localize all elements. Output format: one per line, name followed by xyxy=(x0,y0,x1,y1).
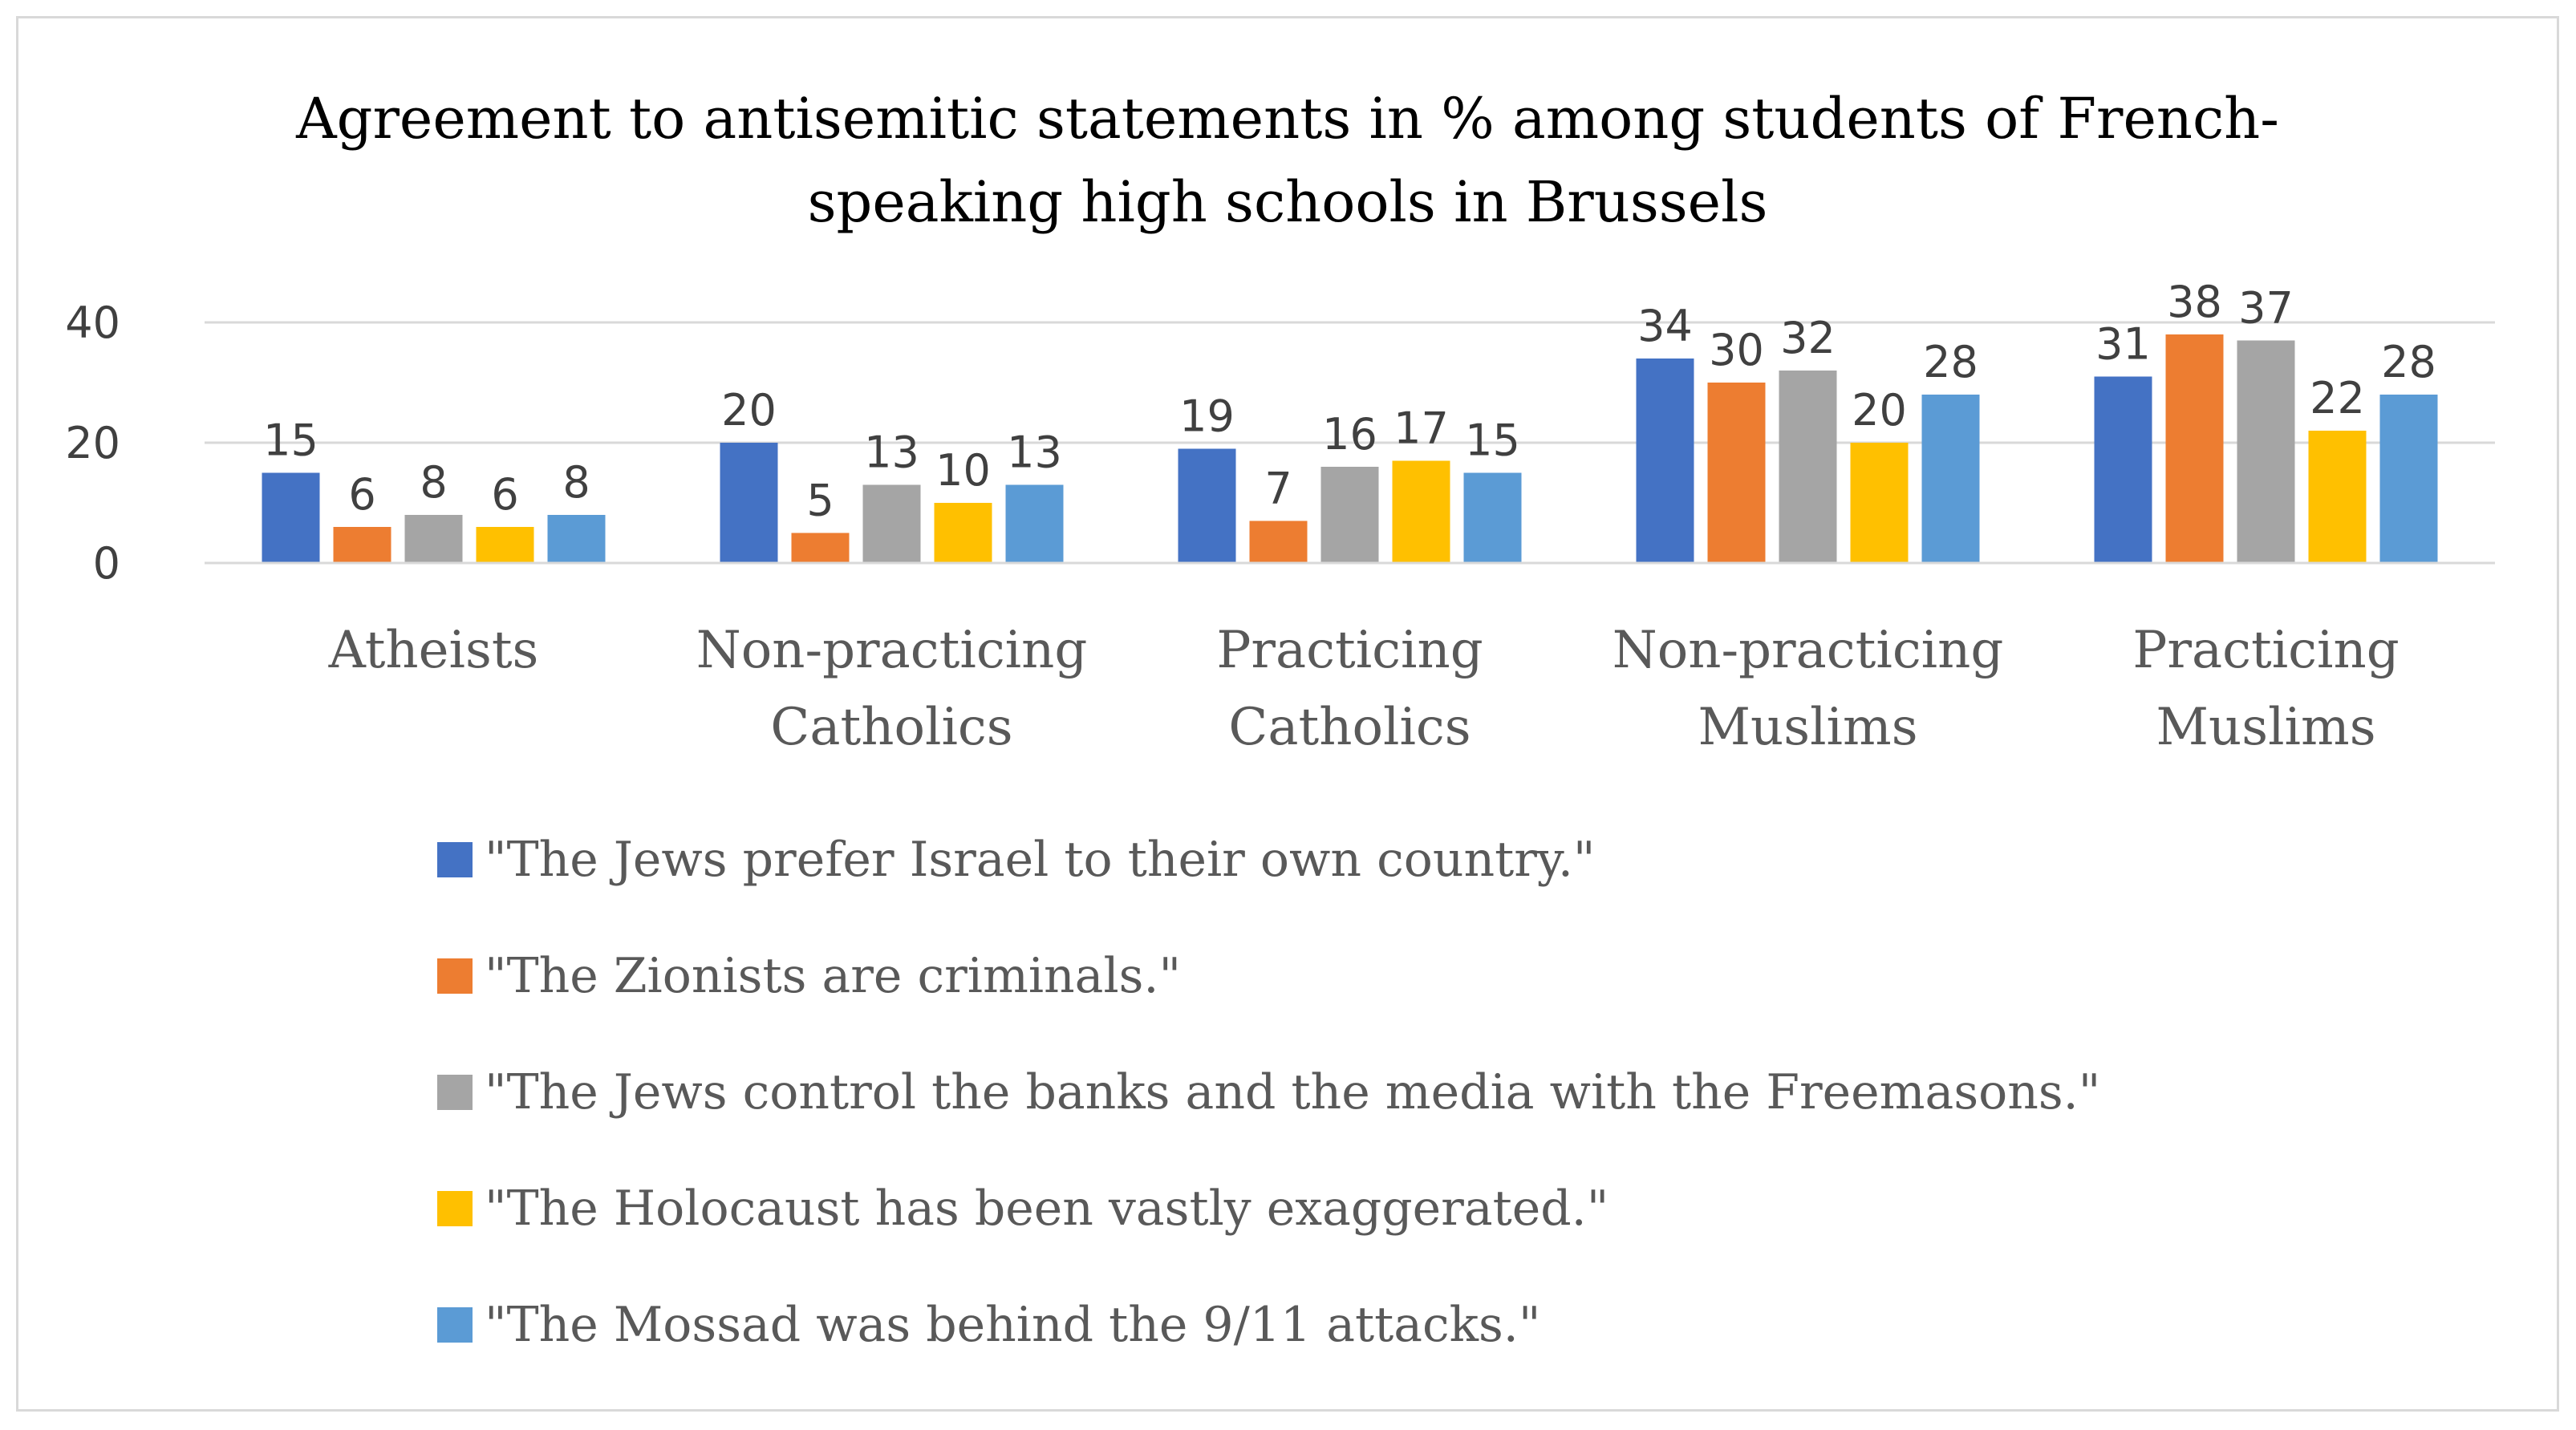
data-label: 13 xyxy=(864,427,919,478)
category-label: Muslims xyxy=(1698,698,1917,757)
bar xyxy=(404,515,463,563)
legend-swatch xyxy=(437,1307,473,1343)
category-label: Non-practicing xyxy=(696,621,1088,680)
category-label: Muslims xyxy=(2156,698,2375,757)
y-axis-ticks: 0 20 40 xyxy=(65,298,120,589)
data-label: 20 xyxy=(1852,385,1907,435)
legend: "The Jews prefer Israel to their own cou… xyxy=(437,832,2100,1353)
bar xyxy=(476,527,534,563)
bar xyxy=(2308,431,2367,563)
y-tick-label: 20 xyxy=(65,418,120,468)
category-label: Catholics xyxy=(1228,698,1471,757)
bar xyxy=(1850,443,1909,563)
bar xyxy=(1707,383,1766,563)
chart-title-line-1: Agreement to antisemitic statements in %… xyxy=(295,86,2279,152)
category-label: Non-practicing xyxy=(1613,621,2004,680)
data-label: 19 xyxy=(1179,391,1235,442)
legend-label: "The Jews control the banks and the medi… xyxy=(485,1064,2100,1120)
data-label: 30 xyxy=(1709,325,1764,375)
y-tick-label: 40 xyxy=(65,298,120,348)
y-tick-label: 0 xyxy=(93,538,120,589)
bar xyxy=(547,515,606,563)
data-label: 17 xyxy=(1393,403,1449,454)
data-label: 13 xyxy=(1007,427,1062,478)
data-label: 6 xyxy=(491,469,518,520)
bar xyxy=(1921,395,1980,563)
data-label: 20 xyxy=(721,385,777,435)
legend-label: "The Mossad was behind the 9/11 attacks.… xyxy=(485,1297,1540,1353)
data-label: 8 xyxy=(562,457,590,508)
data-label: 38 xyxy=(2167,277,2222,327)
bar xyxy=(262,472,320,563)
data-label: 34 xyxy=(1637,301,1693,351)
data-label: 6 xyxy=(348,469,375,520)
data-label: 5 xyxy=(806,476,834,526)
legend-swatch xyxy=(437,958,473,994)
data-label: 10 xyxy=(935,445,991,496)
chart-title-line-2: speaking high schools in Brussels xyxy=(808,169,1768,235)
bar xyxy=(2379,395,2438,563)
bar xyxy=(2094,376,2152,563)
data-label: 15 xyxy=(263,415,318,466)
legend-label: "The Jews prefer Israel to their own cou… xyxy=(485,832,1596,888)
category-label: Practicing xyxy=(1216,621,1483,680)
data-label: 32 xyxy=(1780,313,1836,363)
data-label: 28 xyxy=(1923,337,1978,387)
bar xyxy=(720,443,778,563)
chart-frame xyxy=(16,16,2559,1412)
bar xyxy=(1636,359,1694,563)
bar xyxy=(2165,334,2224,563)
category-label: Atheists xyxy=(328,621,539,680)
bars xyxy=(262,334,2438,563)
bar xyxy=(791,533,850,563)
category-labels: Atheists Non-practicing Catholics Practicin… xyxy=(328,621,2400,757)
data-label: 8 xyxy=(420,457,447,508)
bar xyxy=(934,503,992,563)
data-label: 37 xyxy=(2238,283,2294,334)
legend-swatch xyxy=(437,1191,473,1226)
legend-swatch xyxy=(437,1075,473,1110)
legend-label: "The Zionists are criminals." xyxy=(485,948,1181,1004)
bar xyxy=(1463,472,1522,563)
bar xyxy=(333,527,391,563)
data-label: 15 xyxy=(1465,415,1520,466)
bar xyxy=(862,484,921,563)
bar xyxy=(2237,340,2295,563)
data-label: 7 xyxy=(1264,464,1292,514)
bar xyxy=(1249,521,1308,563)
category-label: Practicing xyxy=(2132,621,2399,680)
category-label: Catholics xyxy=(770,698,1012,757)
bar xyxy=(1320,467,1379,563)
data-label: 31 xyxy=(2095,319,2151,370)
bar xyxy=(1779,371,1837,563)
legend-swatch xyxy=(437,842,473,877)
legend-label: "The Holocaust has been vastly exaggerat… xyxy=(485,1181,1608,1237)
chart-title: Agreement to antisemitic statements in %… xyxy=(295,86,2279,235)
bar xyxy=(1392,460,1450,563)
data-label: 16 xyxy=(1322,409,1377,460)
data-label: 28 xyxy=(2381,337,2436,387)
bar xyxy=(1178,448,1236,563)
data-label: 22 xyxy=(2310,373,2365,423)
bar xyxy=(1005,484,1064,563)
